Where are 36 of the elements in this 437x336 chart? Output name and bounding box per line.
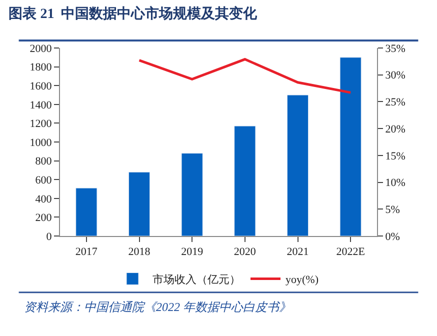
x-tick-label: 2020 (234, 246, 256, 258)
bar (340, 57, 362, 236)
y-tick-label: 1400 (30, 99, 52, 112)
y-tick-label: 0 (46, 230, 52, 243)
bar (234, 126, 256, 236)
y-tick-label: 800 (35, 156, 52, 168)
y2-tick-label: 20% (385, 123, 406, 136)
legend-label: yoy(%) (286, 274, 319, 286)
y2-tick-label: 10% (385, 177, 406, 190)
x-tick-label: 2021 (286, 246, 309, 258)
y2-tick-label: 35% (385, 42, 406, 55)
bar (286, 94, 309, 236)
y-tick-label: 1000 (30, 136, 52, 149)
x-tick-label: 2022E (336, 246, 366, 258)
y2-tick-label: 25% (385, 96, 406, 109)
legend-label: 市场收入（亿元） (152, 272, 240, 286)
y2-tick-label: 15% (385, 150, 406, 162)
y-tick-label: 1600 (30, 80, 52, 92)
y-tick-label: 1800 (30, 62, 52, 74)
y2-tick-label: 30% (385, 70, 406, 82)
bar (76, 188, 98, 236)
x-tick-label: 2017 (75, 246, 98, 258)
x-tick-label: 2018 (128, 246, 151, 258)
bar (181, 153, 203, 236)
y-tick-label: 1200 (30, 118, 52, 130)
x-tick-label: 2019 (181, 246, 204, 258)
text: 资料来源：中国信通院《2022 年数据中心白皮书》 (24, 300, 291, 314)
chart-title: 图表 21 中国数据中心市场规模及其变化 (8, 5, 258, 22)
y-tick-label: 600 (35, 174, 52, 186)
bar (128, 172, 150, 236)
y2-tick-label: 0% (385, 230, 400, 243)
line-series (138, 58, 352, 94)
y-tick-label: 400 (35, 193, 52, 206)
y-tick-label: 2000 (30, 42, 52, 55)
y-tick-label: 200 (35, 212, 52, 224)
y2-tick-label: 5% (385, 204, 400, 216)
